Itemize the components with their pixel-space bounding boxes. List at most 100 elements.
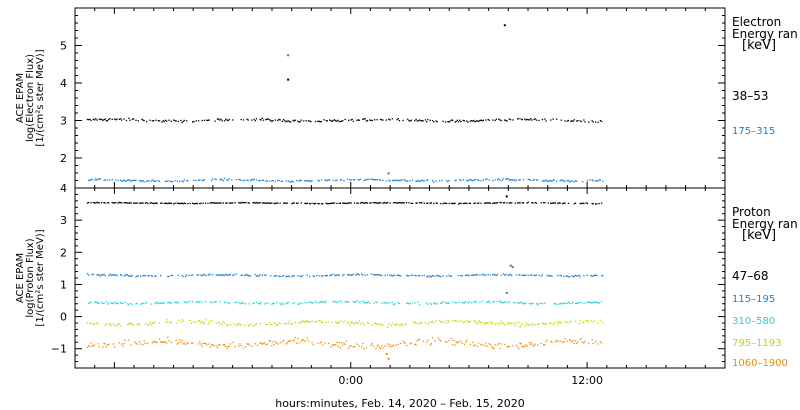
data-point	[500, 300, 502, 303]
data-point	[580, 120, 583, 123]
data-point	[273, 275, 275, 277]
data-point	[376, 323, 378, 325]
data-point	[398, 120, 401, 122]
data-point	[293, 339, 295, 341]
data-point	[524, 303, 526, 305]
data-point	[186, 180, 188, 182]
data-point	[381, 345, 383, 347]
outlier-point	[505, 195, 508, 198]
data-point	[271, 120, 273, 122]
data-point	[166, 319, 168, 321]
data-point	[254, 273, 256, 276]
data-point	[238, 322, 240, 325]
data-point	[155, 202, 157, 204]
data-point	[193, 321, 195, 323]
data-point	[375, 301, 377, 303]
data-point	[241, 301, 243, 304]
data-point	[88, 302, 90, 304]
data-point	[371, 324, 373, 326]
data-point	[130, 180, 132, 182]
data-point	[455, 320, 457, 322]
data-point	[495, 118, 497, 120]
data-point	[570, 320, 572, 322]
data-point	[130, 344, 132, 346]
data-point	[254, 324, 256, 326]
data-point	[259, 322, 261, 325]
data-point	[565, 275, 567, 277]
data-point	[559, 202, 561, 204]
data-point	[332, 301, 334, 303]
data-point	[274, 322, 276, 325]
data-point	[183, 179, 185, 181]
data-point	[229, 274, 232, 276]
data-point	[446, 180, 448, 182]
data-point	[365, 202, 367, 204]
data-point	[592, 121, 594, 123]
data-point	[545, 120, 547, 122]
data-point	[117, 202, 119, 204]
data-point	[195, 301, 197, 303]
data-point	[448, 179, 450, 182]
data-point	[421, 322, 423, 324]
data-point	[544, 323, 546, 325]
data-point	[271, 324, 273, 326]
data-point	[557, 323, 559, 325]
data-point	[533, 345, 535, 347]
data-point	[89, 179, 91, 181]
data-point	[488, 343, 490, 345]
data-point	[553, 322, 555, 324]
data-point	[279, 119, 281, 121]
data-point	[166, 180, 168, 183]
data-point	[514, 301, 516, 304]
data-point	[86, 202, 89, 204]
data-point	[290, 121, 292, 123]
data-point	[225, 202, 227, 204]
data-point	[382, 179, 384, 182]
data-point	[246, 274, 248, 276]
data-point	[253, 201, 255, 204]
outlier-point	[505, 291, 508, 294]
data-point	[495, 274, 497, 277]
y-tick-label: 5	[60, 40, 67, 53]
data-point	[358, 274, 360, 276]
data-point	[210, 202, 213, 204]
data-point	[578, 302, 580, 304]
data-point	[449, 275, 451, 277]
data-point	[239, 324, 241, 326]
data-point	[375, 179, 377, 181]
data-point	[463, 302, 466, 304]
data-point	[560, 119, 562, 121]
legend-title-line: Energy ran	[732, 27, 798, 41]
data-point	[427, 323, 429, 325]
data-point	[208, 119, 210, 121]
data-point	[278, 180, 280, 182]
data-point	[530, 274, 532, 276]
data-point	[91, 273, 93, 276]
data-point	[564, 180, 566, 182]
data-point	[215, 202, 217, 204]
data-point	[98, 118, 100, 120]
data-point	[129, 202, 131, 204]
data-point	[268, 119, 271, 121]
data-point	[338, 202, 340, 204]
data-point	[275, 302, 278, 304]
data-point	[356, 300, 358, 302]
data-point	[559, 180, 561, 182]
data-point	[215, 345, 217, 347]
x-tick-label: 12:00	[571, 374, 603, 387]
data-point	[286, 275, 288, 278]
data-point	[487, 274, 489, 276]
data-point	[492, 119, 494, 121]
data-point	[227, 119, 229, 122]
data-point	[327, 342, 330, 345]
data-point	[232, 202, 234, 204]
y-axis-label: ACE EPAM	[15, 73, 26, 123]
data-point	[418, 275, 421, 277]
data-point	[595, 121, 597, 123]
data-point	[554, 341, 557, 343]
data-point	[418, 202, 421, 204]
data-point	[515, 322, 518, 324]
data-point	[277, 202, 279, 204]
data-point	[297, 303, 299, 305]
data-point	[426, 302, 428, 304]
